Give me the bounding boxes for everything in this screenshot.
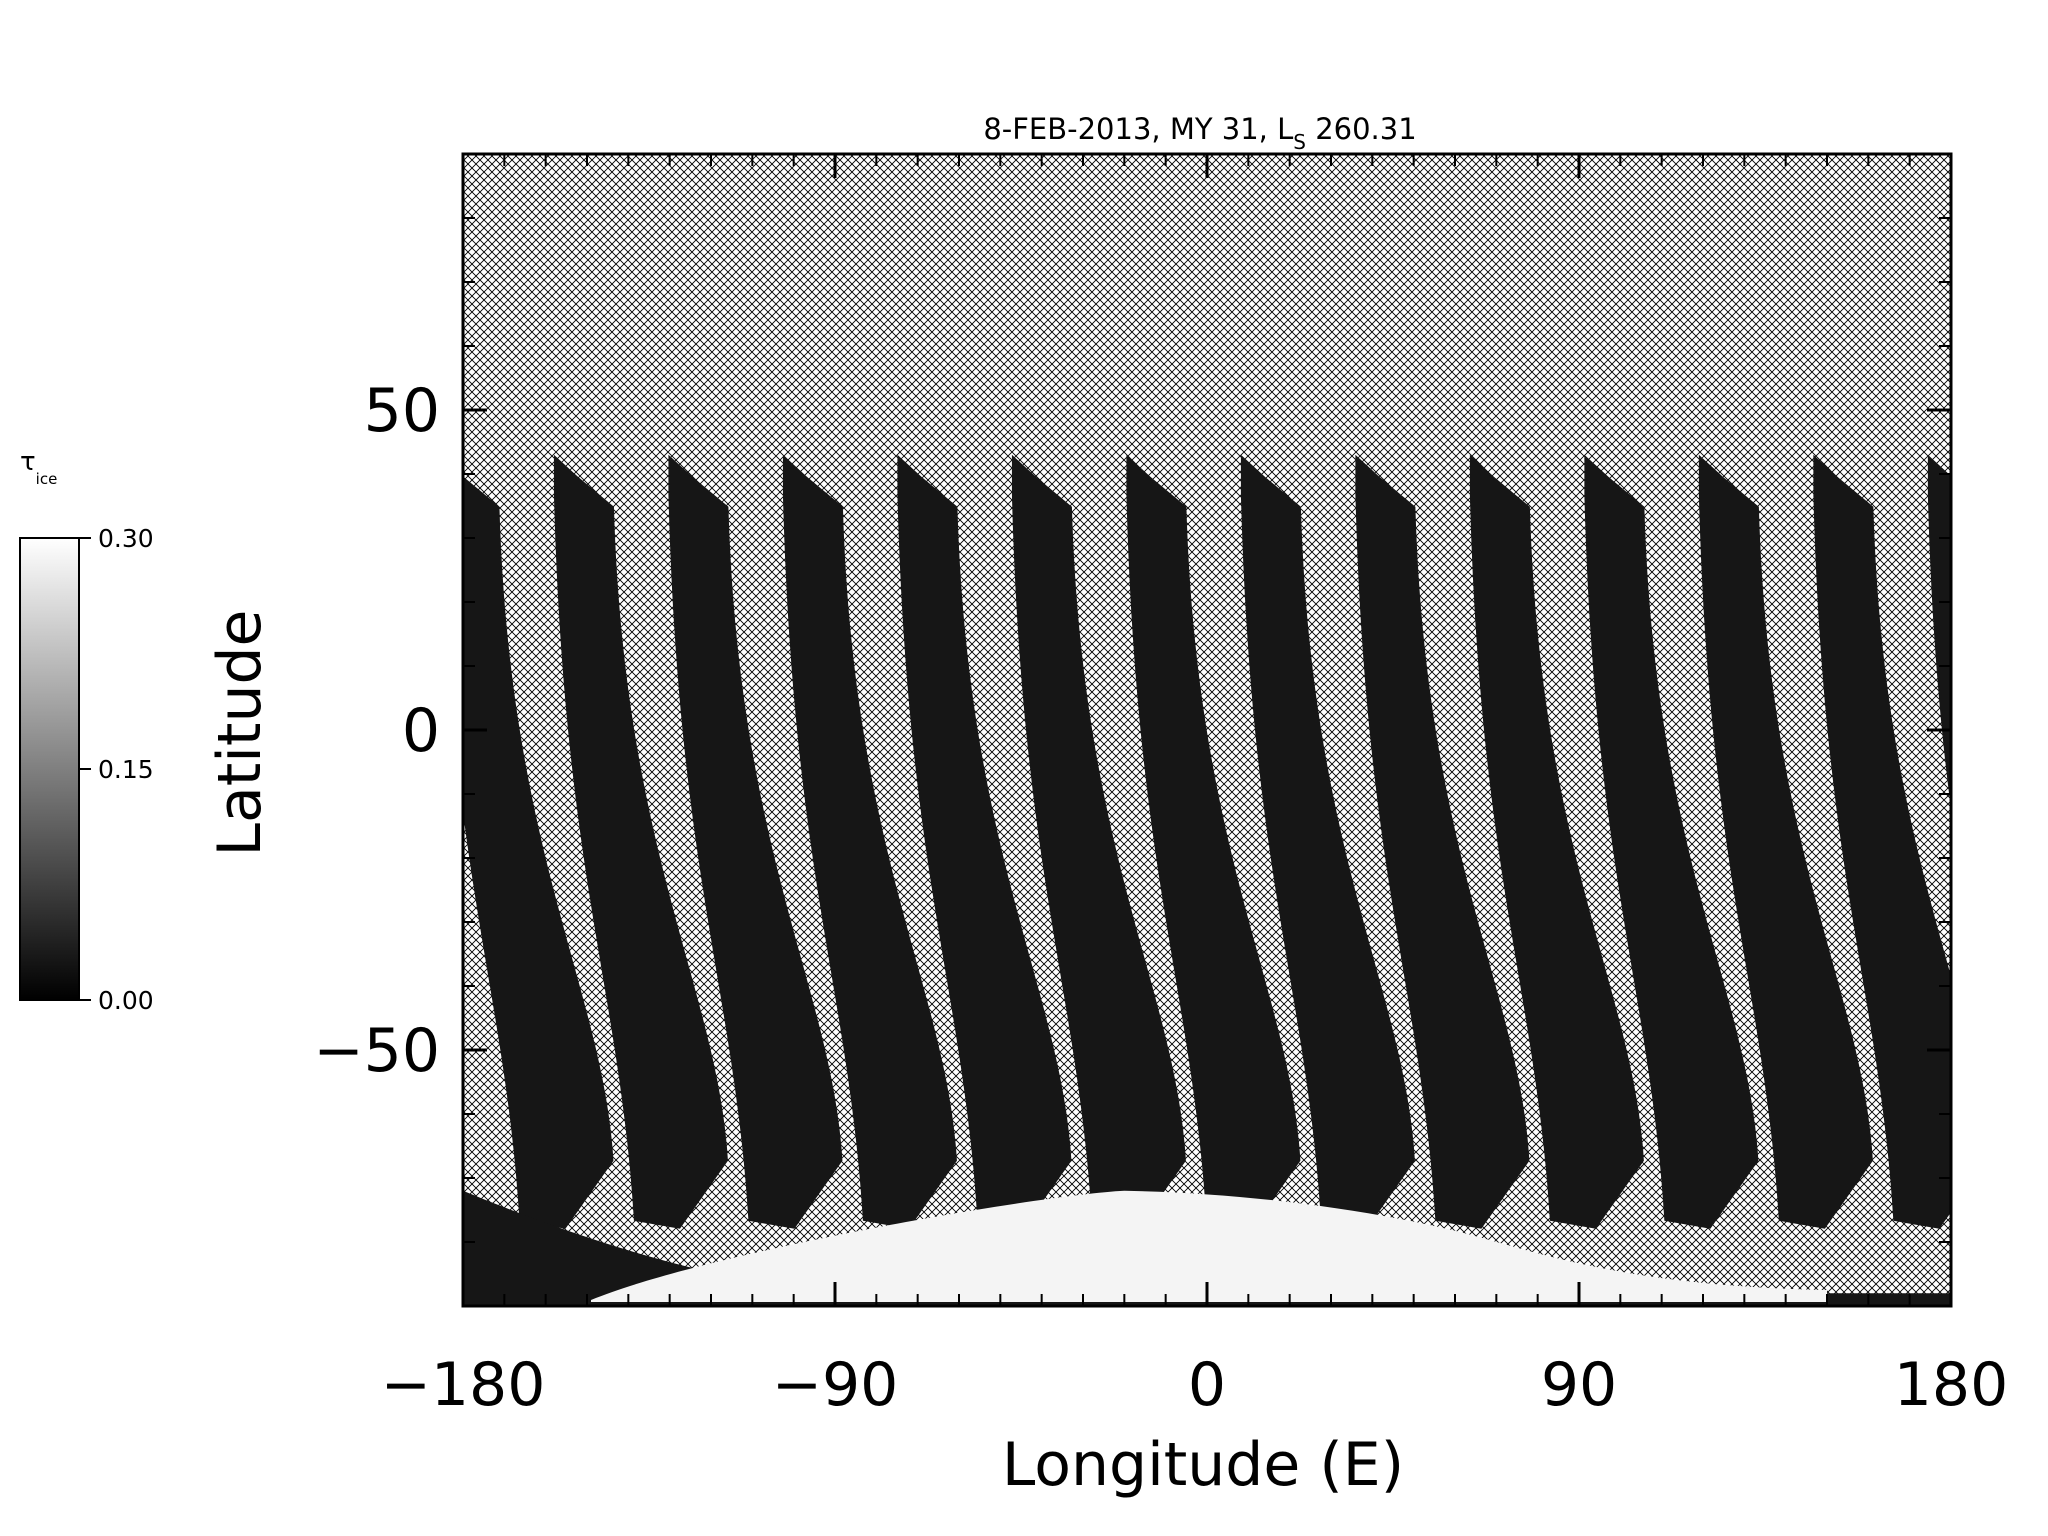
colorbar-tick-label: 0.00 xyxy=(98,986,154,1015)
observation-swaths xyxy=(463,454,1951,1306)
chart-title: 8-FEB-2013, MY 31, LS 260.31 xyxy=(983,112,1416,154)
swath xyxy=(782,454,957,1229)
colorbar-label: τice xyxy=(20,447,57,488)
swath xyxy=(1240,454,1415,1229)
y-tick-label: 0 xyxy=(402,696,440,766)
swath xyxy=(668,454,843,1229)
colorbar-gradient xyxy=(19,537,80,1001)
swath xyxy=(1355,454,1530,1229)
swath xyxy=(1584,454,1759,1229)
polar-ice-region xyxy=(591,1190,1827,1302)
x-tick-label: 0 xyxy=(1188,1350,1226,1420)
x-tick-label: 90 xyxy=(1541,1350,1617,1420)
x-axis-ticks: −180 −90 0 90 180 xyxy=(381,154,2009,1420)
swath xyxy=(463,476,614,1229)
y-axis-label: Latitude xyxy=(205,610,275,857)
colorbar-tick-label: 0.15 xyxy=(98,755,154,784)
y-axis-ticks: −50 0 50 xyxy=(313,153,1951,1307)
colorbar: τice 0.00 0.15 0.30 xyxy=(19,447,154,1015)
x-axis-label: Longitude (E) xyxy=(1002,1430,1404,1500)
colorbar-tick-label: 0.30 xyxy=(98,524,154,553)
x-tick-label: 180 xyxy=(1894,1350,2009,1420)
y-tick-label: −50 xyxy=(313,1016,440,1086)
swath xyxy=(1927,454,1951,810)
y-tick-label: 50 xyxy=(364,376,440,446)
x-tick-label: −180 xyxy=(381,1350,546,1420)
swath xyxy=(1469,454,1644,1229)
colorbar-ticks: 0.00 0.15 0.30 xyxy=(79,524,154,1015)
swath xyxy=(1698,454,1873,1229)
x-tick-label: −90 xyxy=(772,1350,899,1420)
plot-area xyxy=(463,154,1951,1306)
swath xyxy=(1011,454,1186,1229)
swath xyxy=(553,454,728,1229)
swath xyxy=(1126,454,1301,1229)
swath xyxy=(897,454,1072,1229)
swath xyxy=(1813,454,1951,1229)
